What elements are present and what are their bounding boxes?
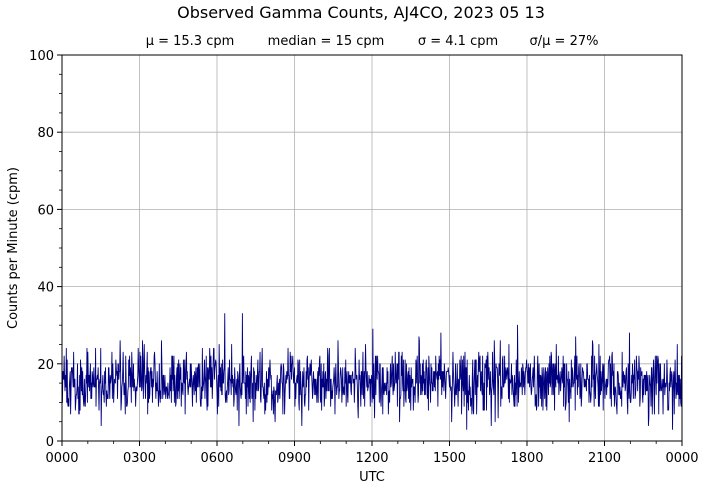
y-tick-label: 60 — [37, 203, 54, 218]
y-tick-label: 0 — [46, 435, 54, 450]
y-tick-label: 20 — [37, 358, 54, 373]
stat-sigma: σ = 4.1 cpm — [418, 34, 498, 49]
x-tick-label: 0300 — [123, 451, 156, 466]
y-tick-label: 80 — [37, 126, 54, 141]
x-tick-label: 0000 — [665, 451, 698, 466]
chart-title: Observed Gamma Counts, AJ4CO, 2023 05 13 — [177, 3, 545, 22]
grid-lines — [61, 54, 683, 442]
x-tick-label: 0000 — [45, 451, 78, 466]
x-axis-label: UTC — [359, 470, 385, 485]
series-line — [61, 313, 683, 430]
x-tick-label: 1800 — [510, 451, 543, 466]
series-group — [61, 313, 683, 430]
x-tick-label: 2100 — [588, 451, 621, 466]
stats-subtitle: μ = 15.3 cpm median = 15 cpm σ = 4.1 cpm… — [146, 34, 599, 49]
y-tick-label: 40 — [37, 281, 54, 296]
x-tick-label: 0900 — [278, 451, 311, 466]
x-tick-label: 0600 — [200, 451, 233, 466]
x-tick-label: 1500 — [433, 451, 466, 466]
x-axis-ticks: 0000 0300 0600 0900 1200 1500 1800 2100 0000 — [45, 441, 699, 466]
x-tick-label: 1200 — [355, 451, 388, 466]
stat-median: median = 15 cpm — [268, 34, 385, 49]
stat-ratio: σ/μ = 27% — [530, 34, 599, 49]
y-tick-label: 100 — [29, 49, 54, 64]
stat-mean: μ = 15.3 cpm — [146, 34, 235, 49]
y-axis-ticks: 0 20 40 60 80 100 — [29, 49, 62, 450]
y-axis-label: Counts per Minute (cpm) — [6, 167, 21, 329]
